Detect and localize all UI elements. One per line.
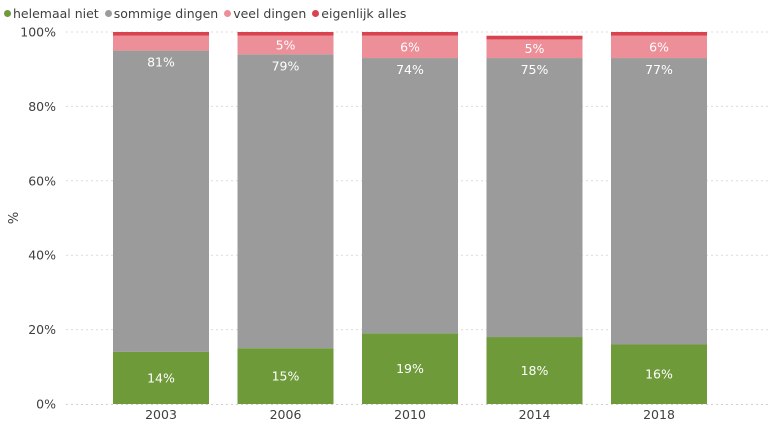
bar-2003-helemaal-niet[interactable] xyxy=(113,351,209,404)
x-tick-label-2014: 2014 xyxy=(519,407,551,422)
y-tick-label-60: 60% xyxy=(28,173,56,188)
bar-2014-veel-dingen[interactable] xyxy=(486,39,583,59)
legend-label-veel-dingen: veel dingen xyxy=(233,5,307,21)
y-tick-label-20: 20% xyxy=(28,322,56,337)
y-axis-title: % xyxy=(7,212,22,224)
data-label-2010-helemaal-niet: 19% xyxy=(396,361,424,376)
bar-2010-eigenlijk-alles[interactable] xyxy=(362,32,458,36)
bar-2006-veel-dingen[interactable] xyxy=(237,35,334,55)
data-label-2003-helemaal-niet: 14% xyxy=(147,370,175,385)
data-label-2006-sommige-dingen: 79% xyxy=(272,58,300,73)
data-labels: 14% 81% 15% 79% 5% 19% 74% 6% 18% 75% 5% 16% 77% 6% xyxy=(147,38,673,386)
data-label-2018-veel-dingen: 6% xyxy=(649,39,669,54)
legend-marker-helemaal-niet xyxy=(4,9,11,17)
bar-2010-sommige-dingen[interactable] xyxy=(362,58,458,334)
bar-2003-sommige-dingen[interactable] xyxy=(113,50,209,352)
legend-item-veel-dingen[interactable]: veel dingen xyxy=(224,6,306,21)
bar-2003-eigenlijk-alles[interactable] xyxy=(113,32,209,36)
y-tick-label-80: 80% xyxy=(28,99,56,114)
bar-2018-veel-dingen[interactable] xyxy=(611,35,707,59)
bar-2014-sommige-dingen[interactable] xyxy=(486,58,583,338)
x-tick-label-2003: 2003 xyxy=(145,407,177,422)
bar-2003-veel-dingen[interactable] xyxy=(113,35,209,51)
axes: 0% 20% 40% 60% 80% 100% 2003 2006 2010 2014 2018 xyxy=(20,25,768,422)
data-label-2014-helemaal-niet: 18% xyxy=(521,363,549,378)
legend-label-eigenlijk-alles: eigenlijk alles xyxy=(321,5,407,21)
data-label-2006-veel-dingen: 5% xyxy=(276,38,296,53)
legend-label-helemaal-niet: helemaal niet xyxy=(13,5,99,21)
bar-2006-sommige-dingen[interactable] xyxy=(237,54,334,349)
data-label-2003-sommige-dingen: 81% xyxy=(147,55,175,70)
legend-item-eigenlijk-alles[interactable]: eigenlijk alles xyxy=(312,6,406,21)
chart-legend: helemaal niet sommige dingen veel dingen… xyxy=(4,4,406,22)
legend-marker-sommige-dingen xyxy=(104,9,112,17)
bar-2018-helemaal-niet[interactable] xyxy=(611,344,707,404)
data-label-2014-sommige-dingen: 75% xyxy=(521,62,549,77)
data-label-2014-veel-dingen: 5% xyxy=(525,41,545,56)
y-tick-label-40: 40% xyxy=(28,248,56,263)
legend-item-sommige-dingen[interactable]: sommige dingen xyxy=(104,5,219,21)
y-tick-label-0: 0% xyxy=(36,397,56,412)
legend-item-helemaal-niet[interactable]: helemaal niet xyxy=(4,6,99,21)
bar-2018-sommige-dingen[interactable] xyxy=(611,58,707,345)
x-tick-label-2018: 2018 xyxy=(643,407,675,422)
bars xyxy=(113,32,707,404)
x-tick-label-2010: 2010 xyxy=(394,407,426,422)
data-label-2018-sommige-dingen: 77% xyxy=(645,62,673,77)
legend-label-sommige-dingen: sommige dingen xyxy=(113,5,219,21)
bar-2018-eigenlijk-alles[interactable] xyxy=(611,32,707,36)
bar-2010-helemaal-niet[interactable] xyxy=(362,333,458,404)
data-label-2018-helemaal-niet: 16% xyxy=(645,367,673,382)
bar-2014-helemaal-niet[interactable] xyxy=(486,337,583,404)
bar-2010-veel-dingen[interactable] xyxy=(362,35,458,59)
data-label-2010-veel-dingen: 6% xyxy=(400,39,420,54)
y-tick-label-100: 100% xyxy=(20,25,56,40)
bar-2006-eigenlijk-alles[interactable] xyxy=(237,32,334,36)
legend-marker-eigenlijk-alles xyxy=(312,9,320,17)
bar-2014-eigenlijk-alles[interactable] xyxy=(486,35,583,40)
legend-marker-veel-dingen xyxy=(224,9,232,17)
x-tick-label-2006: 2006 xyxy=(270,407,302,422)
data-label-2010-sommige-dingen: 74% xyxy=(396,62,424,77)
data-label-2006-helemaal-niet: 15% xyxy=(272,369,300,384)
bar-2006-helemaal-niet[interactable] xyxy=(237,348,334,404)
